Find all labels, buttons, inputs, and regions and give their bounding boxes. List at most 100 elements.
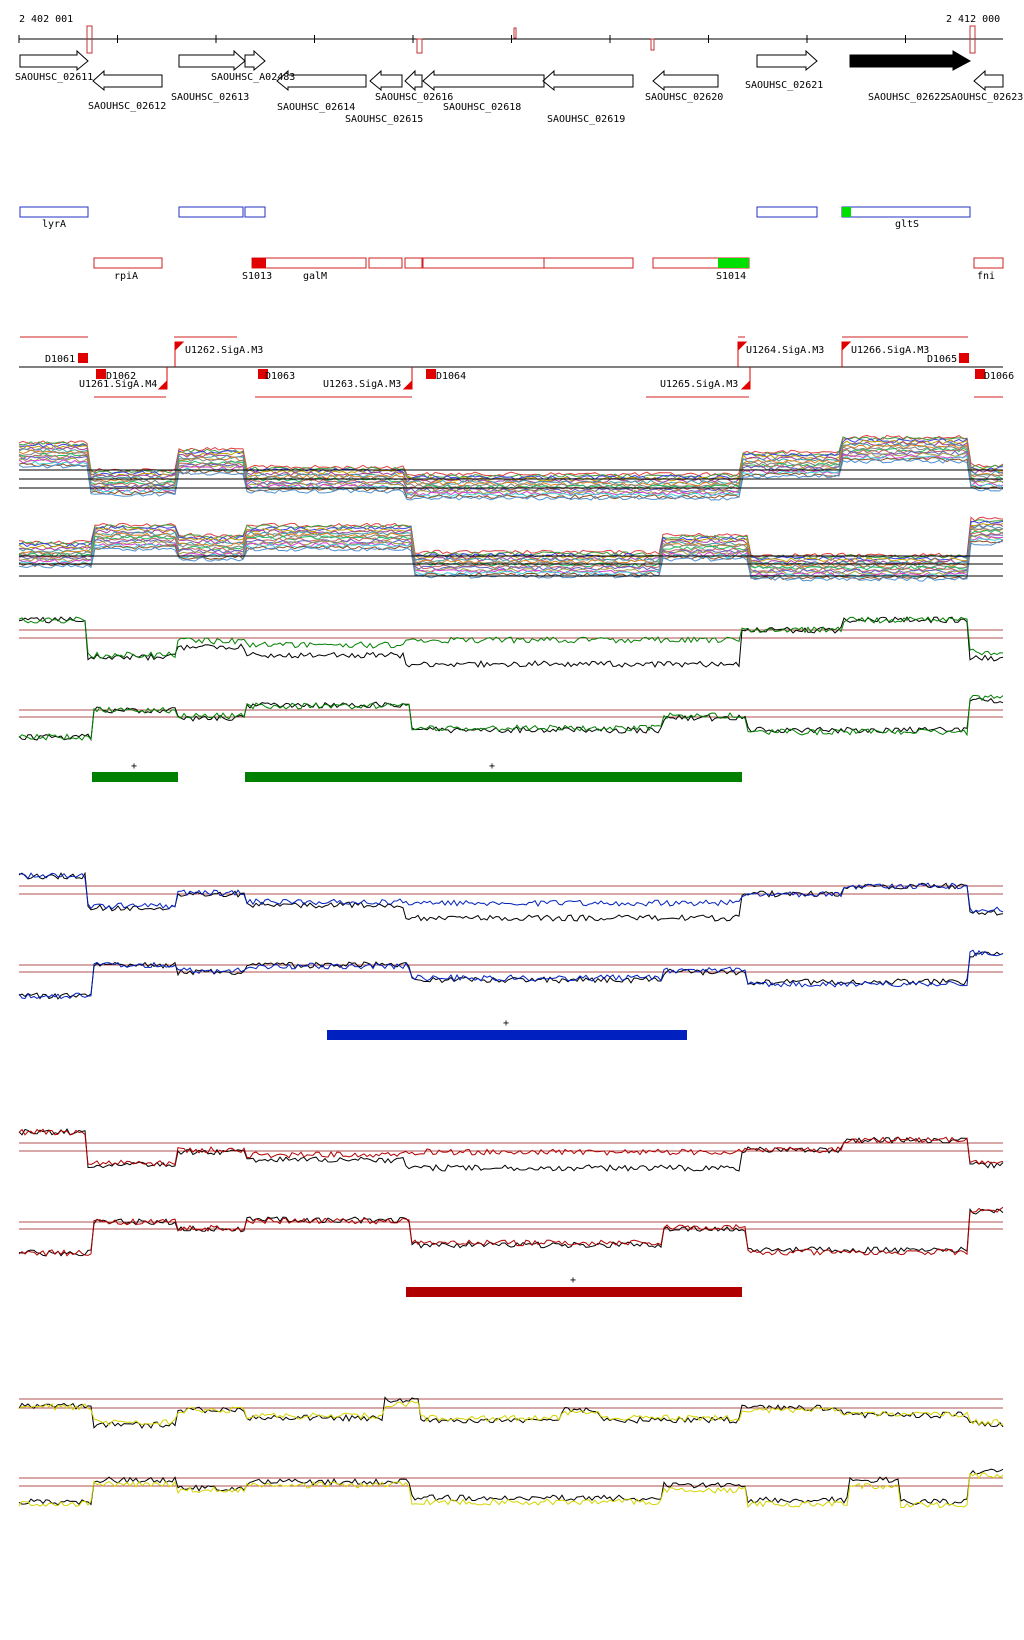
- feature-box[interactable]: [244, 206, 266, 218]
- gene-saouhsc-02614[interactable]: SAOUHSC_02614: [276, 69, 367, 113]
- expression-line-black: [18, 697, 1004, 742]
- promoter-label: D1062: [106, 371, 136, 382]
- gene-label: SAOUHSC_02612: [88, 101, 166, 112]
- feature-label: fni: [977, 271, 995, 282]
- segment-mark: +: [131, 761, 137, 772]
- expression-multi-track-minus: [18, 516, 1004, 582]
- feature-marker: [842, 207, 851, 217]
- expression-line-black: [18, 871, 1004, 922]
- promoter-label: D1063: [265, 371, 295, 382]
- gene-label: SAOUHSC_02622: [868, 92, 946, 103]
- segment-bar-green[interactable]: [245, 772, 742, 782]
- expression-line-colored: [18, 1206, 1004, 1257]
- expression-line: [18, 450, 1004, 493]
- expression-line-colored: [18, 1128, 1004, 1167]
- expression-line: [18, 520, 1004, 561]
- expression-line: [18, 533, 1004, 574]
- gene-saouhsc-02619[interactable]: SAOUHSC_02619: [542, 69, 634, 125]
- feature-box[interactable]: [93, 257, 163, 269]
- expression-track-green: [18, 616, 1004, 742]
- feature-box[interactable]: [368, 257, 403, 269]
- promoter-label: U1262.SigA.M3: [185, 345, 263, 356]
- expression-track-yellow: [18, 1396, 1004, 1509]
- gene-saouhsc-02622[interactable]: SAOUHSC_02622: [849, 50, 972, 103]
- gene-track: SAOUHSC_02611 SAOUHSC_02612 SAOUHSC_0261…: [15, 49, 1023, 125]
- gene-label: SAOUHSC_02611: [15, 72, 93, 83]
- coord-start-label: 2 402 001: [19, 14, 73, 25]
- expression-line-colored: [18, 616, 1004, 659]
- ruler-markers: [86, 25, 976, 54]
- segment-mark: +: [570, 1275, 576, 1286]
- gene-label: SAOUHSC_02623: [945, 92, 1023, 103]
- gene-label: SAOUHSC_02615: [345, 114, 423, 125]
- expression-line: [18, 458, 1004, 501]
- expression-line: [18, 519, 1004, 560]
- gene-label: SAOUHSC_A02483: [211, 72, 295, 83]
- expression-line-black: [18, 1207, 1004, 1257]
- expression-track-blue: [18, 871, 1004, 1000]
- promoter-label: U1264.SigA.M3: [746, 345, 824, 356]
- coordinate-ruler: 2 402 001 2 412 000: [18, 14, 1003, 54]
- feature-box[interactable]: [251, 257, 367, 269]
- promoter-track: D1061 U1262.SigA.M3 U1264.SigA.M3 U1266.…: [19, 336, 1014, 398]
- expression-line: [18, 534, 1004, 576]
- gene-label: SAOUHSC_02613: [171, 92, 249, 103]
- gene-saouhsc-02616[interactable]: SAOUHSC_02616: [375, 69, 453, 103]
- gene-label: SAOUHSC_02618: [443, 102, 521, 113]
- coord-end-label: 2 412 000: [946, 14, 1000, 25]
- feature-box[interactable]: [422, 257, 545, 269]
- gene-label: SAOUHSC_02621: [745, 80, 823, 91]
- feature-label: lyrA: [42, 219, 66, 230]
- segment-bar-red[interactable]: [406, 1287, 742, 1297]
- feature-marker: [252, 258, 266, 268]
- promoter-label: D1064: [436, 371, 466, 382]
- feature-box[interactable]: [841, 206, 971, 218]
- feature-box[interactable]: [543, 257, 634, 269]
- expression-line-colored: [18, 694, 1004, 741]
- segment-bar-blue[interactable]: [327, 1030, 687, 1040]
- expression-line: [18, 444, 1004, 487]
- ruler-ticks: [18, 35, 906, 43]
- feature-box[interactable]: [756, 206, 818, 218]
- feature-marker: [718, 258, 749, 268]
- feature-box[interactable]: [19, 206, 89, 218]
- promoter-label: U1266.SigA.M3: [851, 345, 929, 356]
- gene-saouhsc-02612[interactable]: SAOUHSC_02612: [88, 69, 166, 112]
- gene-label: SAOUHSC_02614: [277, 102, 355, 113]
- feature-label: rpiA: [114, 271, 138, 282]
- promoter-label: U1263.SigA.M3: [323, 379, 401, 390]
- gene-saouhsc-02618[interactable]: SAOUHSC_02618: [422, 69, 545, 113]
- promoter-label: U1265.SigA.M3: [660, 379, 738, 390]
- gene-saouhsc-02613[interactable]: SAOUHSC_02613: [171, 49, 249, 103]
- segment-mark: +: [503, 1018, 509, 1029]
- gene-saouhsc-a02483[interactable]: SAOUHSC_A02483: [211, 49, 295, 83]
- expression-line: [18, 523, 1004, 565]
- gene-saouhsc-02623[interactable]: SAOUHSC_02623: [945, 69, 1023, 103]
- expression-line-colored: [18, 1400, 1004, 1426]
- expression-line-black: [18, 616, 1004, 668]
- feature-box[interactable]: [178, 206, 244, 218]
- gene-label: SAOUHSC_02620: [645, 92, 723, 103]
- feature-box[interactable]: [404, 257, 423, 269]
- expression-line-colored: [18, 949, 1004, 1000]
- promoter-label: D1066: [984, 371, 1014, 382]
- promoter-label: U1261.SigA.M4: [79, 379, 157, 390]
- gene-saouhsc-02621[interactable]: SAOUHSC_02621: [745, 49, 823, 91]
- feature-track-plus: lyrA gltS: [19, 206, 971, 230]
- expression-line: [18, 525, 1004, 568]
- expression-track-red: [18, 1128, 1004, 1257]
- expression-line: [18, 516, 1004, 558]
- segment-bar-green[interactable]: [92, 772, 178, 782]
- expression-line-black: [18, 1128, 1004, 1172]
- segment-bars: + + + +: [92, 761, 742, 1297]
- feature-label: galM: [303, 271, 327, 282]
- gene-saouhsc-02611[interactable]: SAOUHSC_02611: [15, 49, 93, 83]
- gene-saouhsc-02615[interactable]: SAOUHSC_02615: [345, 69, 423, 125]
- feature-box[interactable]: [973, 257, 1004, 269]
- expression-line-colored: [18, 872, 1004, 914]
- expression-line-colored: [18, 1472, 1004, 1509]
- promoter-label: D1065: [927, 354, 957, 365]
- expression-line-black: [18, 1468, 1004, 1506]
- segment-mark: +: [489, 761, 495, 772]
- gene-saouhsc-02620[interactable]: SAOUHSC_02620: [645, 69, 723, 103]
